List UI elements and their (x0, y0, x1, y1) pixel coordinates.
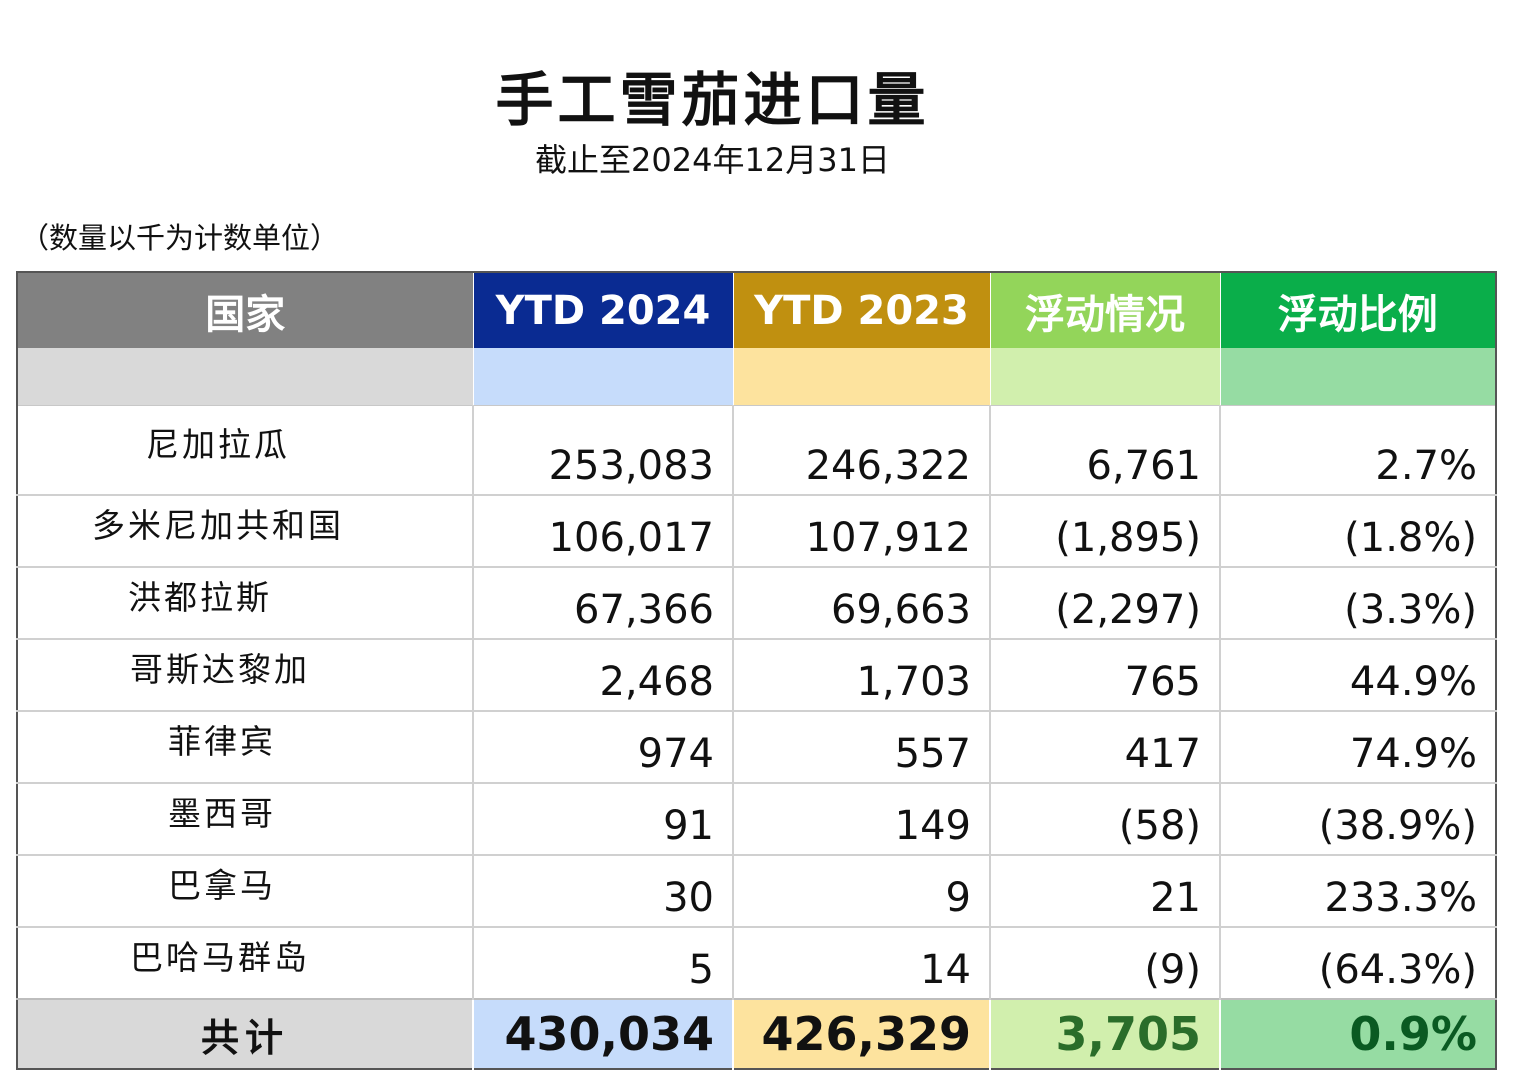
change-cell: (58) (989, 782, 1220, 855)
ytd-2023-cell: 149 (732, 782, 990, 855)
change-cell: 765 (989, 638, 1220, 711)
ytd-2024-cell: 5 (472, 926, 733, 999)
ratio-cell: (38.9%) (1219, 782, 1496, 855)
country-cell: 巴拿马 (17, 854, 473, 927)
ytd-2023-cell: 1,703 (732, 638, 990, 711)
header-change: 浮动情况 (989, 272, 1220, 348)
total-row: 共计 430,034 426,329 3,705 0.9% (17, 998, 1496, 1069)
ytd-2023-cell: 246,322 (732, 405, 990, 495)
table-row: 巴拿马 30 9 21 233.3% (17, 854, 1496, 927)
ytd-2024-cell: 106,017 (472, 494, 733, 567)
header-country: 国家 (17, 272, 473, 348)
header-color-band (17, 348, 1496, 406)
change-cell: (1,895) (989, 494, 1220, 567)
ratio-cell: 44.9% (1219, 638, 1496, 711)
change-cell: (9) (989, 926, 1220, 999)
total-ratio: 0.9% (1219, 998, 1496, 1069)
change-cell: (2,297) (989, 566, 1220, 639)
band-country (17, 348, 473, 406)
total-change: 3,705 (989, 998, 1220, 1069)
total-label: 共计 (17, 998, 473, 1069)
ratio-cell: 2.7% (1219, 405, 1496, 495)
band-ratio (1219, 348, 1496, 406)
page-title: 手工雪茄进口量 (495, 66, 930, 134)
unit-note: （数量以千为计数单位） (20, 221, 340, 255)
ytd-2024-cell: 2,468 (472, 638, 733, 711)
country-cell: 菲律宾 (17, 710, 473, 783)
change-cell: 21 (989, 854, 1220, 927)
imports-table: 国家 YTD 2024 YTD 2023 浮动情况 浮动比例 尼加拉瓜 253,0… (16, 271, 1497, 1070)
ratio-cell: (1.8%) (1219, 494, 1496, 567)
ytd-2023-cell: 69,663 (732, 566, 990, 639)
band-ytd-2024 (472, 348, 733, 406)
country-cell: 多米尼加共和国 (17, 494, 473, 567)
change-cell: 6,761 (989, 405, 1220, 495)
ytd-2023-cell: 9 (732, 854, 990, 927)
page-subtitle: 截止至2024年12月31日 (535, 141, 890, 179)
header-ytd-2023: YTD 2023 (732, 272, 990, 348)
table-row: 巴哈马群岛 5 14 (9) (64.3%) (17, 926, 1496, 999)
ytd-2024-cell: 253,083 (472, 405, 733, 495)
header-ytd-2024: YTD 2024 (472, 272, 733, 348)
country-cell: 尼加拉瓜 (146, 425, 290, 464)
ytd-2024-cell: 91 (472, 782, 733, 855)
band-ytd-2023 (732, 348, 990, 406)
ratio-cell: (3.3%) (1219, 566, 1496, 639)
ytd-2024-cell: 30 (472, 854, 733, 927)
ytd-2023-cell: 14 (732, 926, 990, 999)
country-cell: 哥斯达黎加 (17, 638, 473, 711)
band-change (989, 348, 1220, 406)
ytd-2024-cell: 67,366 (472, 566, 733, 639)
table-row: 洪都拉斯 67,366 69,663 (2,297) (3.3%) (17, 566, 1496, 639)
country-cell: 巴哈马群岛 (17, 926, 473, 999)
ratio-cell: 233.3% (1219, 854, 1496, 927)
table-row: 多米尼加共和国 106,017 107,912 (1,895) (1.8%) (17, 494, 1496, 567)
ratio-cell: 74.9% (1219, 710, 1496, 783)
header-ratio: 浮动比例 (1219, 272, 1496, 348)
change-cell: 417 (989, 710, 1220, 783)
ytd-2024-cell: 974 (472, 710, 733, 783)
total-ytd-2023: 426,329 (732, 998, 990, 1069)
header-row: 国家 YTD 2024 YTD 2023 浮动情况 浮动比例 (17, 272, 1496, 348)
total-ytd-2024: 430,034 (472, 998, 733, 1069)
table-row: 尼加拉瓜 253,083 246,322 6,761 2.7% (17, 405, 1496, 495)
ytd-2023-cell: 557 (732, 710, 990, 783)
ytd-2023-cell: 107,912 (732, 494, 990, 567)
table-row: 菲律宾 974 557 417 74.9% (17, 710, 1496, 783)
country-cell: 墨西哥 (17, 782, 473, 855)
table-row: 墨西哥 91 149 (58) (38.9%) (17, 782, 1496, 855)
country-cell: 洪都拉斯 (17, 566, 473, 639)
ratio-cell: (64.3%) (1219, 926, 1496, 999)
table-row: 哥斯达黎加 2,468 1,703 765 44.9% (17, 638, 1496, 711)
